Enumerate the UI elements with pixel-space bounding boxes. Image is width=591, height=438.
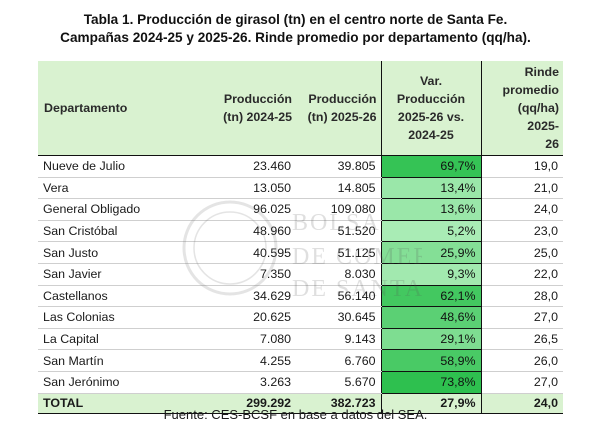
- table-row: La Capital 7.080 9.143 29,1% 26,5: [38, 328, 563, 351]
- total-row: TOTAL 299.292 382.723 27,9% 24,0: [38, 392, 563, 414]
- source-note: Fuente: CES-BCSF en base a datos del SEA…: [163, 407, 428, 422]
- table-row: Las Colonias 20.625 30.645 48,6% 27,0: [38, 306, 563, 329]
- cell-prod-2025-26: 5.670: [296, 371, 381, 394]
- header-var: Var. Producción 2025-26 vs. 2024-25: [380, 61, 482, 156]
- cell-rinde: 19,0: [481, 155, 563, 178]
- title-line-2: Campañas 2024-25 y 2025-26. Rinde promed…: [60, 30, 531, 45]
- cell-prod-2024-25: 7.080: [191, 328, 296, 351]
- cell-rinde: 28,0: [481, 285, 563, 308]
- cell-rinde: 26,0: [481, 349, 563, 372]
- header-prod-2025-26-l2: (tn) 2025-26: [307, 110, 377, 124]
- cell-departamento: San Javier: [38, 263, 191, 286]
- header-departamento: Departamento: [38, 61, 191, 156]
- header-var-l3: 2025-26 vs.: [397, 110, 465, 124]
- table-row: Castellanos 34.629 56.140 62,1% 28,0: [38, 285, 563, 308]
- cell-rinde: 21,0: [481, 177, 563, 200]
- table-row: San Justo 40.595 51.125 25,9% 25,0: [38, 241, 563, 264]
- cell-rinde: 23,0: [481, 220, 563, 243]
- header-prod-2024-25: Producción (tn) 2024-25: [191, 61, 296, 156]
- cell-prod-2025-26: 109.080: [296, 198, 381, 221]
- header-var-l4: 2024-25: [408, 128, 454, 142]
- cell-prod-2024-25: 13.050: [191, 177, 296, 200]
- header-prod-2025-26-l1: Producción: [308, 92, 377, 106]
- total-label: TOTAL: [38, 392, 191, 414]
- cell-prod-2025-26: 39.805: [296, 155, 381, 178]
- cell-prod-2024-25: 20.625: [191, 306, 296, 329]
- header-rinde: Rinde promedio (qq/ha) 2025- 26: [481, 61, 563, 156]
- cell-rinde: 27,0: [481, 371, 563, 394]
- cell-prod-2025-26: 6.760: [296, 349, 381, 372]
- cell-prod-2025-26: 8.030: [296, 263, 381, 286]
- table-row: General Obligado 96.025 109.080 13,6% 24,0: [38, 198, 563, 221]
- cell-departamento: General Obligado: [38, 198, 191, 221]
- cell-var: 62,1%: [380, 285, 482, 308]
- table-row: Nueve de Julio 23.460 39.805 69,7% 19,0: [38, 155, 563, 178]
- cell-var: 25,9%: [380, 241, 482, 264]
- table-row: Vera 13.050 14.805 13,4% 21,0: [38, 177, 563, 200]
- header-row: Departamento Producción (tn) 2024-25 Pro…: [38, 61, 563, 156]
- header-prod-2024-25-l2: (tn) 2024-25: [223, 110, 292, 124]
- cell-var: 69,7%: [380, 155, 482, 178]
- cell-var: 58,9%: [380, 349, 482, 372]
- cell-departamento: San Justo: [38, 241, 191, 264]
- cell-prod-2025-26: 14.805: [296, 177, 381, 200]
- cell-departamento: San Jerónimo: [38, 371, 191, 394]
- cell-prod-2024-25: 96.025: [191, 198, 296, 221]
- cell-departamento: Nueve de Julio: [38, 155, 191, 178]
- cell-departamento: San Martín: [38, 349, 191, 372]
- cell-rinde: 22,0: [481, 263, 563, 286]
- cell-prod-2025-26: 30.645: [296, 306, 381, 329]
- table-row: San Martín 4.255 6.760 58,9% 26,0: [38, 349, 563, 372]
- cell-var: 9,3%: [380, 263, 482, 286]
- header-rinde-l2: promedio: [502, 83, 559, 97]
- cell-var: 13,6%: [380, 198, 482, 221]
- table-row: San Cristóbal 48.960 51.520 5,2% 23,0: [38, 220, 563, 243]
- production-table: Departamento Producción (tn) 2024-25 Pro…: [38, 61, 563, 414]
- total-var: 27,9%: [380, 392, 482, 414]
- cell-var: 5,2%: [380, 220, 482, 243]
- title-line-1: Tabla 1. Producción de girasol (tn) en e…: [83, 12, 508, 27]
- cell-var: 73,8%: [380, 371, 482, 394]
- cell-prod-2025-26: 51.125: [296, 241, 381, 264]
- cell-departamento: La Capital: [38, 328, 191, 351]
- cell-var: 48,6%: [380, 306, 482, 329]
- cell-rinde: 25,0: [481, 241, 563, 264]
- cell-rinde: 26,5: [481, 328, 563, 351]
- header-prod-2024-25-l1: Producción: [223, 92, 292, 106]
- header-rinde-l3: (qq/ha) 2025-: [517, 101, 559, 133]
- cell-prod-2024-25: 34.629: [191, 285, 296, 308]
- cell-prod-2024-25: 40.595: [191, 241, 296, 264]
- cell-departamento: Castellanos: [38, 285, 191, 308]
- total-rinde: 24,0: [481, 392, 563, 414]
- cell-rinde: 27,0: [481, 306, 563, 329]
- header-prod-2025-26: Producción (tn) 2025-26: [296, 61, 381, 156]
- table-body: Nueve de Julio 23.460 39.805 69,7% 19,0 Vera…: [38, 155, 563, 394]
- cell-var: 29,1%: [380, 328, 482, 351]
- cell-prod-2025-26: 56.140: [296, 285, 381, 308]
- header-rinde-l4: 26: [545, 137, 559, 151]
- cell-rinde: 24,0: [481, 198, 563, 221]
- table-row: San Jerónimo 3.263 5.670 73,8% 27,0: [38, 371, 563, 394]
- cell-prod-2024-25: 4.255: [191, 349, 296, 372]
- table-title: Tabla 1. Producción de girasol (tn) en e…: [0, 11, 591, 47]
- header-rinde-l1: Rinde: [524, 65, 559, 79]
- total-prod-2024-25: 299.292: [191, 392, 296, 414]
- header-var-l2: Producción: [396, 92, 466, 106]
- total-prod-2025-26: 382.723: [296, 392, 381, 414]
- cell-prod-2025-26: 51.520: [296, 220, 381, 243]
- cell-var: 13,4%: [380, 177, 482, 200]
- table-row: San Javier 7.350 8.030 9,3% 22,0: [38, 263, 563, 286]
- cell-departamento: Las Colonias: [38, 306, 191, 329]
- cell-prod-2024-25: 7.350: [191, 263, 296, 286]
- cell-departamento: Vera: [38, 177, 191, 200]
- cell-prod-2024-25: 23.460: [191, 155, 296, 178]
- header-var-l1: Var.: [419, 74, 443, 88]
- cell-prod-2024-25: 48.960: [191, 220, 296, 243]
- cell-prod-2025-26: 9.143: [296, 328, 381, 351]
- cell-departamento: San Cristóbal: [38, 220, 191, 243]
- cell-prod-2024-25: 3.263: [191, 371, 296, 394]
